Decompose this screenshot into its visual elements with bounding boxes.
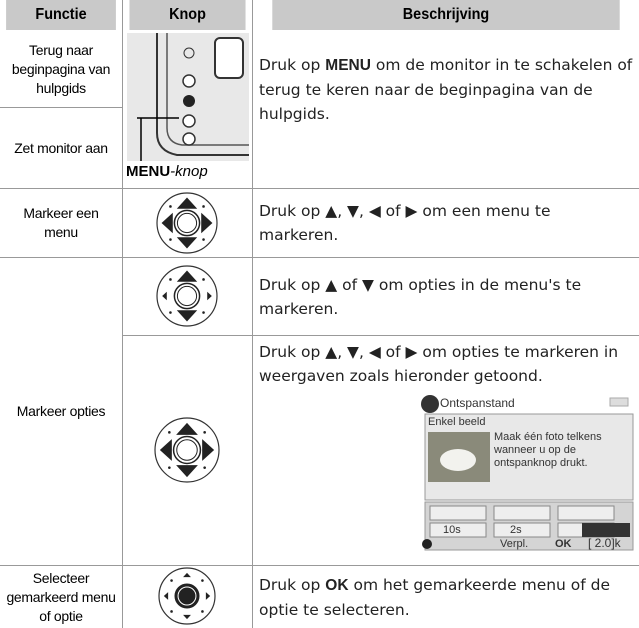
description: Druk op MENU om de monitor in te schakel… (253, 31, 639, 147)
screen-text: Maak één foto telkens wanneer u op de on… (494, 431, 602, 469)
text: Druk op (259, 55, 326, 74)
key-name: MENU (325, 56, 371, 74)
description: Druk op ▲, ▼, ◀ of ▶ om een menu te mark… (259, 202, 551, 244)
row-line (0, 257, 639, 258)
key-name: MENU (126, 163, 171, 180)
description: Druk op OK om het gemarkeerde menu of de… (253, 566, 639, 628)
screen-timer: 10s (443, 524, 461, 536)
key-name: OK (325, 576, 349, 594)
label-text: -knop (170, 163, 208, 180)
header-cell: Beschrijving (272, 0, 620, 30)
row-line (0, 565, 639, 566)
screen-mode: Enkel beeld (428, 416, 486, 428)
multi-selector-icon (156, 265, 218, 327)
description: Druk op ▲, ▼, ◀ of ▶ om opties te marker… (259, 343, 619, 385)
header-cell: Knop (129, 0, 246, 30)
screen-title: Ontspanstand (440, 396, 515, 410)
screen-illustration (420, 392, 635, 552)
description: Druk op ▲ of ▼ om opties in de menu's te… (259, 275, 582, 318)
header-cell: Functie (6, 0, 116, 30)
screen-count: [ 2.0]k (588, 536, 621, 550)
function: Selecteer gemarkeerd menu of optie (6, 569, 116, 624)
function: Markeer opties (16, 403, 106, 419)
screen-ok: OK (555, 538, 572, 550)
column-line (122, 0, 123, 628)
screen-nav: Verpl. (500, 538, 529, 550)
column-line (252, 0, 253, 628)
multi-selector-icon (156, 192, 218, 254)
function: Markeer een menu (23, 205, 99, 240)
row-line (122, 335, 639, 336)
multi-selector-icon (154, 417, 220, 483)
function: Zet monitor aan (14, 139, 108, 156)
row-line (0, 107, 122, 108)
screen-remote: 2s (510, 524, 522, 536)
text: om het gemarkeerde menu of de optie te s… (259, 575, 611, 619)
text: Druk op (259, 575, 326, 594)
row-line (0, 188, 639, 189)
button-label: MENU-knop (126, 163, 208, 180)
text: om de monitor in te schakelen of terug t… (259, 55, 633, 123)
description-text: Druk op MENU om de monitor in te schakel… (259, 53, 633, 126)
function: Terug naar beginpagina van hulpgids (11, 41, 111, 96)
camera-illustration (127, 33, 249, 161)
multi-selector-icon (158, 567, 216, 625)
description-text: Druk op OK om het gemarkeerde menu of de… (259, 573, 633, 622)
